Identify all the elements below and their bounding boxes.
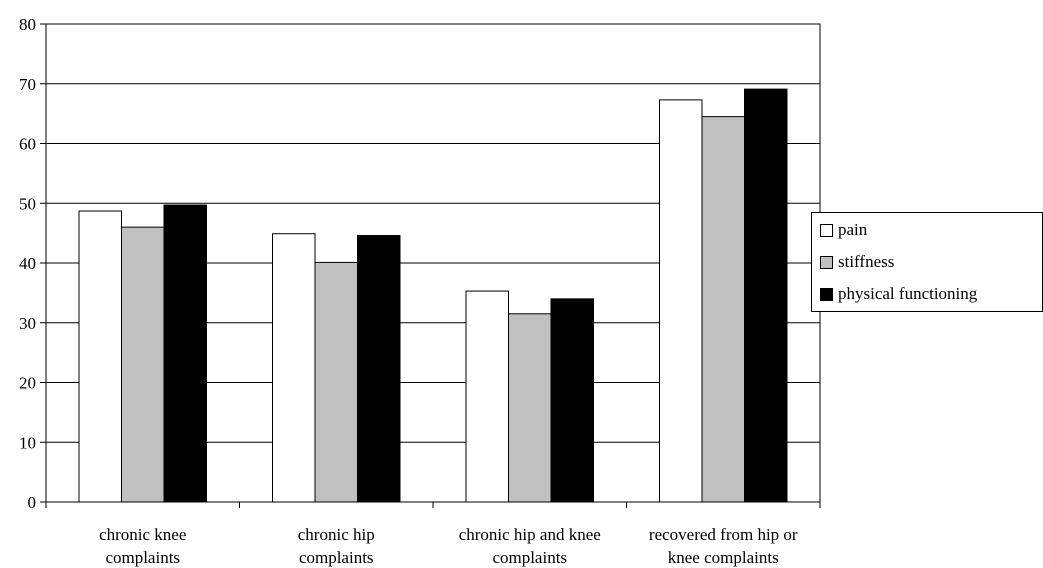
x-tick-label: recovered from hip or — [649, 525, 798, 544]
y-tick-labels: 0 10 20 30 40 50 60 70 80 — [19, 15, 36, 512]
x-tick-label: complaints — [299, 548, 374, 567]
bar-stiffness-1 — [314, 261, 358, 503]
bar-physical-functioning-1 — [357, 235, 401, 503]
legend-swatch-stiffness — [820, 255, 833, 269]
x-tick-label: complaints — [105, 548, 180, 567]
y-tick-label: 40 — [19, 254, 36, 273]
legend-label-pain: pain — [838, 220, 868, 239]
y-tick-label: 10 — [19, 433, 36, 452]
bar-stiffness-2 — [508, 313, 552, 503]
x-tick-label: chronic hip — [298, 525, 375, 544]
bar-pain-2 — [465, 290, 509, 503]
legend-label-physical-functioning: physical functioning — [838, 284, 978, 303]
x-tick-label: complaints — [492, 548, 567, 567]
x-tick-label: knee complaints — [668, 548, 779, 567]
x-tick-label: chronic knee — [99, 525, 186, 544]
legend-item-physical-functioning: physical functioning — [820, 283, 977, 305]
x-tick-label: chronic hip and knee — [459, 525, 601, 544]
bar-stiffness-0 — [121, 226, 165, 503]
bar-pain-1 — [272, 233, 316, 503]
y-tick-label: 20 — [19, 374, 36, 393]
bar-pain-0 — [78, 210, 122, 503]
bar-stiffness-3 — [701, 116, 745, 503]
bar-pain-3 — [659, 99, 703, 503]
axes — [40, 23, 821, 508]
legend: pain stiffness physical functioning — [811, 212, 1043, 312]
bar-physical-functioning-3 — [744, 88, 788, 503]
legend-item-stiffness: stiffness — [820, 251, 894, 273]
legend-swatch-pain — [820, 223, 833, 237]
bar-physical-functioning-0 — [163, 204, 207, 503]
y-tick-label: 50 — [19, 194, 36, 213]
y-tick-label: 80 — [19, 15, 36, 34]
legend-swatch-physical-functioning — [820, 287, 833, 301]
y-tick-label: 70 — [19, 75, 36, 94]
bar-physical-functioning-2 — [550, 298, 594, 503]
y-tick-label: 60 — [19, 135, 36, 154]
y-tick-label: 30 — [19, 314, 36, 333]
y-tick-label: 0 — [28, 493, 37, 512]
legend-item-pain: pain — [820, 219, 867, 241]
x-tick-labels: chronic knee complaints chronic hip complai… — [99, 525, 798, 567]
legend-label-stiffness: stiffness — [838, 252, 895, 271]
bars — [78, 88, 788, 503]
